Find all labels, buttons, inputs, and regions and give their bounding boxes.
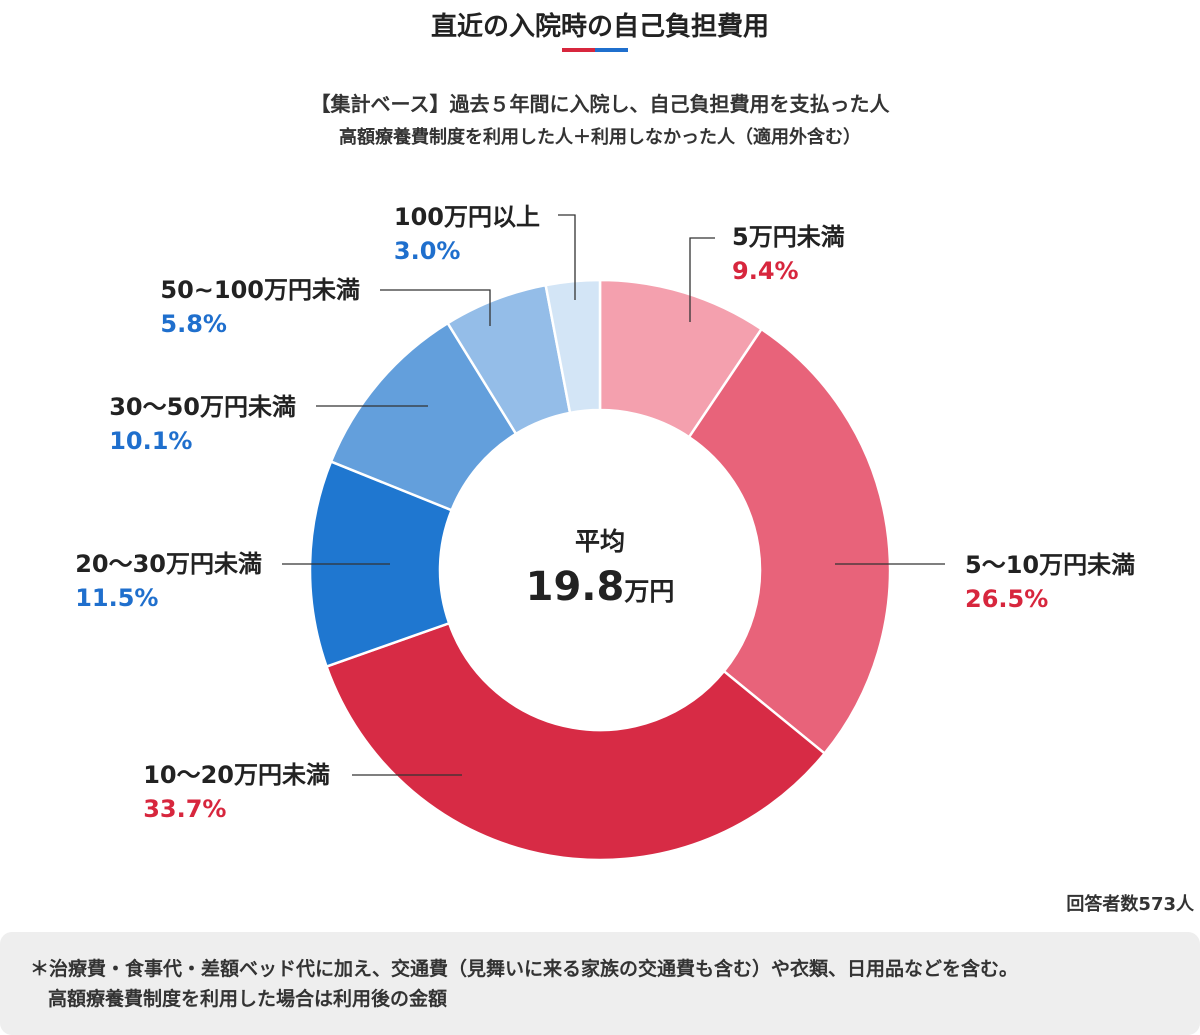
slice-category-label-1: 5万円未満	[732, 223, 845, 251]
center-value-number: 19.8	[526, 564, 625, 610]
slice-value-label-3: 33.7%	[143, 795, 226, 823]
title-underline	[562, 48, 628, 52]
donut-slice-2	[687, 327, 892, 756]
center-label: 平均	[575, 527, 625, 556]
aggregation-base: 【集計ベース】過去５年間に入院し、自己負担費用を支払った人	[310, 92, 890, 116]
chart-title: 直近の入院時の自己負担費用	[430, 12, 769, 42]
footnote-line-2: 高額療養費制度を利用した場合は利用後の金額	[48, 988, 448, 1010]
donut-slice-7	[544, 278, 602, 415]
respondent-count: 回答者数573人	[1066, 894, 1194, 915]
donut-slice-3	[324, 621, 827, 862]
center-value-unit: 万円	[624, 577, 674, 606]
slice-value-label-6: 5.8%	[160, 310, 227, 338]
slice-value-label-2: 26.5%	[965, 585, 1048, 613]
aggregation-base-detail: 高額療養費制度を利用した人＋利用しなかった人（適用外含む）	[339, 127, 861, 148]
slice-value-label-1: 9.4%	[732, 257, 799, 285]
title-underline-blue	[595, 48, 628, 52]
slice-value-label-7: 3.0%	[394, 237, 461, 265]
slice-category-label-7: 100万円以上	[394, 203, 540, 231]
slice-value-label-4: 11.5%	[75, 584, 158, 612]
leader-line-1	[689, 237, 715, 322]
slice-category-label-6: 50~100万円未満	[160, 276, 360, 304]
leader-line-6	[380, 289, 491, 326]
slice-value-label-5: 10.1%	[109, 427, 192, 455]
leader-line-7	[558, 214, 576, 300]
slice-category-label-2: 5～10万円未満	[965, 551, 1135, 579]
donut-chart: 5万円未満 9.4% 5～10万円未満 26.5% 10～20万円未満 33.7% 20～3…	[75, 203, 1135, 862]
slice-category-label-4: 20～30万円未満	[75, 550, 262, 578]
title-underline-red	[562, 48, 595, 52]
slice-category-label-5: 30～50万円未満	[109, 393, 296, 421]
slice-category-label-3: 10～20万円未満	[143, 761, 330, 789]
footnote-box: ＊治療費・食事代・差額ベッド代に加え、交通費（見舞いに来る家族の交通費も含む）や…	[0, 932, 1200, 1035]
footnote-line-1: ＊治療費・食事代・差額ベッド代に加え、交通費（見舞いに来る家族の交通費も含む）や…	[30, 958, 1019, 980]
center-value: 19.8万円	[526, 564, 675, 610]
